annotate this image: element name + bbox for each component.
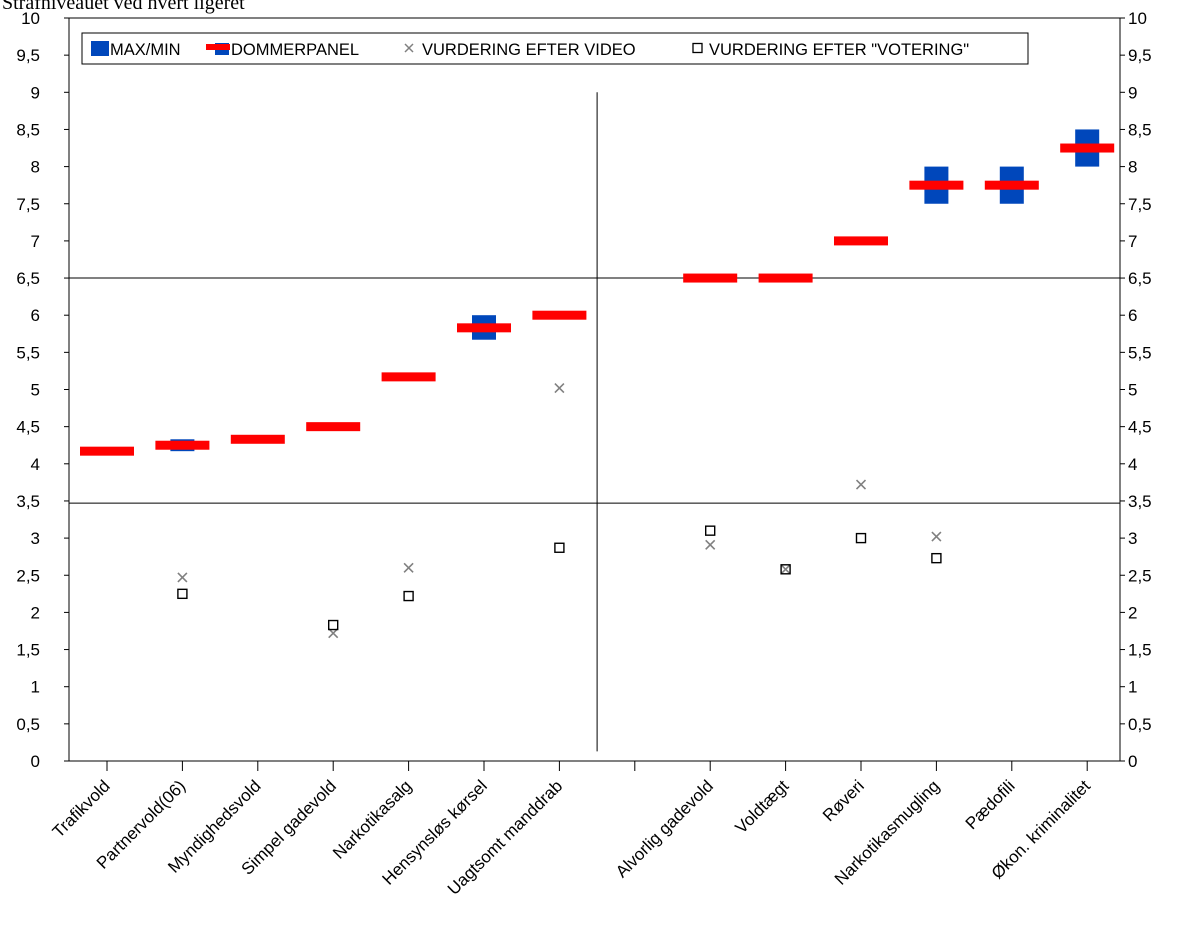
y-tick-label-right: 1: [1128, 678, 1137, 697]
page-caption: Strafniveauet ved hvert ligeret: [2, 0, 245, 14]
x-category-label: Røveri: [819, 776, 868, 825]
y-tick-label-left: 5,5: [16, 343, 40, 362]
video-x-stroke: [705, 539, 716, 550]
y-tick-label-left: 5: [31, 381, 40, 400]
y-tick-label-left: 1: [31, 678, 40, 697]
legend-video-swatch: [404, 43, 414, 53]
votering-square-marker: [554, 542, 565, 553]
votering-square-marker: [855, 532, 867, 544]
legend-label-video: VURDERING EFTER VIDEO: [422, 41, 636, 59]
video-x-stroke: [177, 572, 188, 583]
dommerpanel-marker: [758, 273, 813, 283]
y-tick-label-left: 4,5: [16, 418, 40, 437]
legend-maxmin-swatch: [91, 41, 109, 56]
y-tick-label-left: 8: [31, 158, 40, 177]
votering-square-marker: [177, 588, 188, 600]
legend-label-dommerpanel: DOMMERPANEL: [231, 41, 359, 59]
votering-square-marker: [931, 552, 942, 564]
dommerpanel-marker: [532, 310, 587, 320]
y-tick-label-right: 9,5: [1128, 46, 1152, 65]
y-tick-label-left: 9: [31, 83, 40, 102]
y-tick-label-right: 4: [1128, 455, 1137, 474]
x-category-label: Narkotikasalg: [329, 776, 415, 862]
votering-square-marker: [705, 525, 716, 536]
y-tick-label-left: 4: [31, 455, 40, 474]
y-tick-label-right: 6: [1128, 306, 1137, 325]
y-tick-label-right: 3: [1128, 529, 1137, 548]
y-tick-label-right: 4,5: [1128, 418, 1152, 437]
y-tick-label-right: 10: [1128, 9, 1147, 28]
video-x-stroke: [855, 479, 867, 490]
y-tick-label-left: 6,5: [16, 269, 40, 288]
dommerpanel-marker: [306, 422, 361, 432]
y-tick-label-right: 5: [1128, 381, 1137, 400]
votering-square-marker: [780, 564, 791, 575]
y-tick-label-right: 9: [1128, 83, 1137, 102]
dommerpanel-marker: [984, 180, 1039, 190]
votering-square-marker: [328, 619, 339, 631]
dommerpanel-marker: [834, 236, 888, 246]
video-x-marker: [855, 479, 867, 490]
dommerpanel-marker: [457, 323, 511, 333]
y-tick-label-left: 0,5: [16, 715, 40, 734]
y-tick-label-right: 6,5: [1128, 269, 1152, 288]
y-tick-label-right: 8,5: [1128, 120, 1152, 139]
video-x-stroke: [403, 562, 414, 573]
y-tick-label-left: 3: [31, 529, 40, 548]
y-tick-label-left: 2: [31, 603, 40, 622]
video-x-marker: [403, 562, 414, 573]
dommerpanel-marker: [683, 273, 738, 283]
x-category-label: Trafikvold: [49, 776, 114, 841]
y-tick-label-left: 9,5: [16, 46, 40, 65]
legend-votering-swatch: [692, 42, 703, 54]
y-tick-label-left: 6: [31, 306, 40, 325]
y-tick-label-left: 7,5: [16, 195, 40, 214]
dommerpanel-marker: [909, 180, 964, 190]
video-x-marker: [177, 572, 188, 583]
dommerpanel-marker: [1060, 143, 1115, 153]
x-category-label: Voldtægt: [732, 776, 793, 837]
y-tick-label-left: 0: [31, 752, 40, 771]
y-tick-label-left: 3,5: [16, 492, 40, 511]
y-tick-label-left: 2,5: [16, 566, 40, 585]
video-x-marker: [705, 539, 716, 550]
x-category-label: Pædofili: [962, 776, 1019, 833]
y-tick-label-left: 7: [31, 232, 40, 251]
y-tick-label-right: 7,5: [1128, 195, 1152, 214]
legend: MAX/MIN DOMMERPANEL VURDERING EFTER VIDEO V…: [81, 32, 1029, 65]
dommerpanel-marker: [155, 440, 210, 450]
y-tick-label-right: 2,5: [1128, 566, 1152, 585]
y-tick-label-right: 7: [1128, 232, 1137, 251]
y-tick-label-left: 8,5: [16, 120, 40, 139]
video-x-stroke: [554, 382, 565, 394]
video-x-marker: [554, 382, 565, 394]
dommerpanel-marker: [381, 372, 436, 382]
plot-frame: [68, 17, 1121, 762]
y-tick-label-right: 2: [1128, 603, 1137, 622]
video-x-marker: [931, 531, 942, 542]
video-x-stroke: [780, 564, 791, 575]
y-tick-label-right: 3,5: [1128, 492, 1152, 511]
legend-box: [81, 32, 1029, 65]
video-x-stroke: [931, 531, 942, 542]
y-tick-label-right: 1,5: [1128, 641, 1152, 660]
y-tick-label-right: 5,5: [1128, 343, 1152, 362]
y-tick-label-right: 8: [1128, 158, 1137, 177]
dommerpanel-marker: [230, 434, 285, 444]
video-x-marker: [780, 564, 791, 575]
y-tick-label-right: 0,5: [1128, 715, 1152, 734]
x-category-label: Alvorlig gadevold: [612, 776, 717, 881]
legend-dommerpanel-swatch: [206, 44, 230, 50]
votering-square-marker: [403, 590, 414, 602]
y-tick-label-left: 1,5: [16, 641, 40, 660]
legend-label-maxmin: MAX/MIN: [110, 41, 181, 59]
dommerpanel-marker: [80, 446, 134, 456]
legend-label-votering: VURDERING EFTER "VOTERING": [709, 41, 969, 59]
y-tick-label-right: 0: [1128, 752, 1137, 771]
y-tick-label-left: 10: [21, 9, 40, 28]
